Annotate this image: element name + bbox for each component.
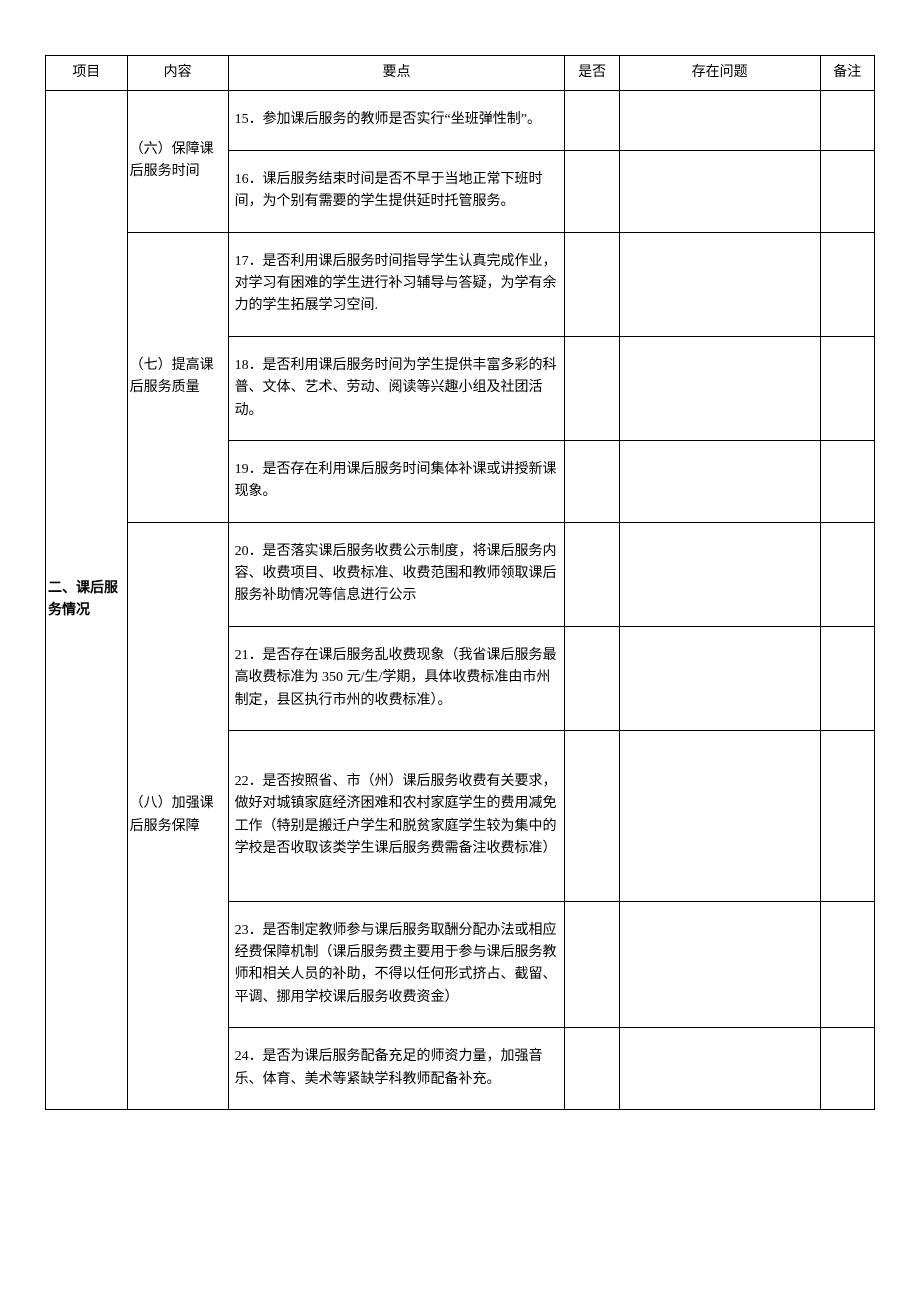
point-19: 19．是否存在利用课后服务时间集体补课或讲授新课现象。 (228, 440, 565, 522)
point-15: 15．参加课后服务的教师是否实行“坐班弹性制”。 (228, 91, 565, 150)
yesno-cell (565, 731, 619, 902)
yesno-cell (565, 522, 619, 626)
problem-cell (619, 901, 820, 1028)
notes-cell (820, 901, 874, 1028)
yesno-cell (565, 626, 619, 730)
notes-cell (820, 150, 874, 232)
notes-cell (820, 336, 874, 440)
project-cell: 二、课后服务情况 (46, 91, 128, 1110)
point-18: 18．是否利用课后服务时间为学生提供丰富多彩的科普、文体、艺术、劳动、阅读等兴趣… (228, 336, 565, 440)
notes-cell (820, 91, 874, 150)
notes-cell (820, 626, 874, 730)
yesno-cell (565, 336, 619, 440)
content-cell-6: （六）保障课后服务时间 (127, 91, 228, 232)
point-24: 24．是否为课后服务配备充足的师资力量，加强音乐、体育、美术等紧缺学科教师配备补… (228, 1028, 565, 1110)
yesno-cell (565, 91, 619, 150)
point-16: 16．课后服务结束时间是否不早于当地正常下班时间，为个别有需要的学生提供延时托管… (228, 150, 565, 232)
table-row: （七）提高课后服务质量 17．是否利用课后服务时间指导学生认真完成作业，对学习有… (46, 232, 875, 336)
problem-cell (619, 440, 820, 522)
header-notes: 备注 (820, 56, 874, 91)
content-cell-7: （七）提高课后服务质量 (127, 232, 228, 522)
header-yesno: 是否 (565, 56, 619, 91)
table-row: 二、课后服务情况 （六）保障课后服务时间 15．参加课后服务的教师是否实行“坐班… (46, 91, 875, 150)
header-points: 要点 (228, 56, 565, 91)
header-content: 内容 (127, 56, 228, 91)
point-17: 17．是否利用课后服务时间指导学生认真完成作业，对学习有困难的学生进行补习辅导与… (228, 232, 565, 336)
point-23: 23．是否制定教师参与课后服务取酬分配办法或相应经费保障机制（课后服务费主要用于… (228, 901, 565, 1028)
content-cell-8: （八）加强课后服务保障 (127, 522, 228, 1109)
problem-cell (619, 1028, 820, 1110)
problem-cell (619, 731, 820, 902)
inspection-table: 项目 内容 要点 是否 存在问题 备注 二、课后服务情况 （六）保障课后服务时间… (45, 55, 875, 1110)
notes-cell (820, 440, 874, 522)
point-21: 21．是否存在课后服务乱收费现象（我省课后服务最高收费标准为 350 元/生/学… (228, 626, 565, 730)
yesno-cell (565, 232, 619, 336)
problem-cell (619, 232, 820, 336)
yesno-cell (565, 150, 619, 232)
point-20: 20．是否落实课后服务收费公示制度，将课后服务内容、收费项目、收费标准、收费范围… (228, 522, 565, 626)
header-problem: 存在问题 (619, 56, 820, 91)
header-project: 项目 (46, 56, 128, 91)
yesno-cell (565, 1028, 619, 1110)
table-header-row: 项目 内容 要点 是否 存在问题 备注 (46, 56, 875, 91)
table-row: （八）加强课后服务保障 20．是否落实课后服务收费公示制度，将课后服务内容、收费… (46, 522, 875, 626)
problem-cell (619, 626, 820, 730)
notes-cell (820, 731, 874, 902)
problem-cell (619, 336, 820, 440)
notes-cell (820, 1028, 874, 1110)
notes-cell (820, 522, 874, 626)
yesno-cell (565, 901, 619, 1028)
yesno-cell (565, 440, 619, 522)
point-22: 22．是否按照省、市（州）课后服务收费有关要求，做好对城镇家庭经济困难和农村家庭… (228, 731, 565, 902)
problem-cell (619, 150, 820, 232)
problem-cell (619, 91, 820, 150)
notes-cell (820, 232, 874, 336)
problem-cell (619, 522, 820, 626)
